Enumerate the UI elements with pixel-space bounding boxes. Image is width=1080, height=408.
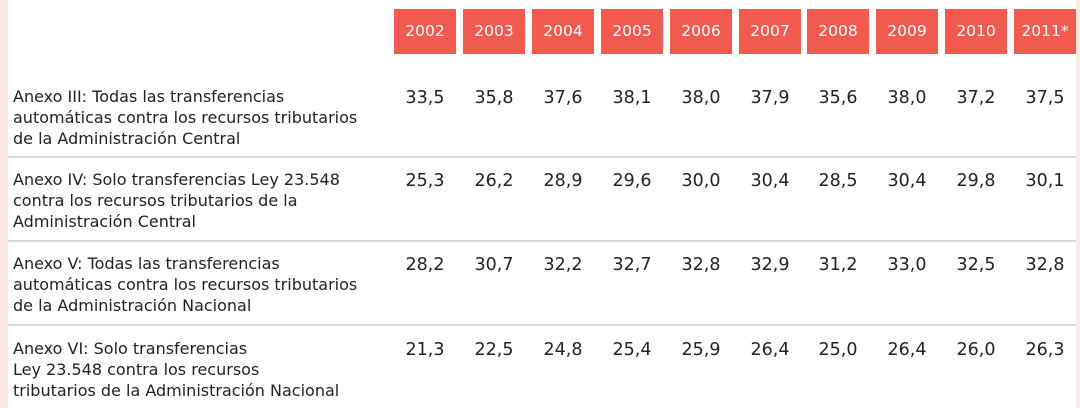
value-cell: 22,5: [474, 340, 514, 360]
value-cell: 25,0: [818, 340, 858, 360]
value-cell: 25,9: [681, 340, 721, 360]
year-header-2011-estimate: 2011*: [1014, 9, 1076, 54]
value-cell: 32,7: [612, 255, 652, 275]
value-cell: 26,3: [1025, 340, 1065, 360]
value-cell: 33,0: [887, 255, 927, 275]
value-cell: 30,0: [681, 171, 721, 191]
value-cell: 32,8: [1025, 255, 1065, 275]
row-label-line: Ley 23.548 contra los recursos: [13, 360, 260, 379]
value-cell: 29,8: [956, 171, 996, 191]
value-cell: 37,2: [956, 88, 996, 108]
value-cell: 38,0: [887, 88, 927, 108]
row-label-line: Anexo VI: Solo transferencias: [13, 339, 248, 358]
value-cell: 30,4: [750, 171, 790, 191]
year-header-2007: 2007: [739, 9, 801, 54]
value-cell: 30,1: [1025, 171, 1065, 191]
row-label: Anexo III: Todas las transferencias autom…: [13, 86, 373, 149]
value-cell: 28,5: [818, 171, 858, 191]
value-cell: 38,1: [612, 88, 652, 108]
year-header-2005: 2005: [601, 9, 663, 54]
table-header-row: 2002 2003 2004 2005 2006 2007 2008 2009 2010 2011…: [8, 0, 1076, 70]
row-divider: [8, 324, 1076, 326]
row-divider: [8, 156, 1076, 158]
value-cell: 38,0: [681, 88, 721, 108]
row-label: Anexo IV: Solo transferencias Ley 23.548…: [13, 169, 373, 232]
value-cell: 26,2: [474, 171, 514, 191]
value-cell: 25,3: [405, 171, 445, 191]
value-cell: 28,2: [405, 255, 445, 275]
value-cell: 35,8: [474, 88, 514, 108]
value-cell: 33,5: [405, 88, 445, 108]
row-label-line: Anexo IV: Solo transferencias Ley 23.548: [13, 170, 340, 189]
year-header-2002: 2002: [394, 9, 456, 54]
value-cell: 32,8: [681, 255, 721, 275]
row-label-line: automáticas contra los recursos tributar…: [13, 108, 358, 127]
value-cell: 26,4: [750, 340, 790, 360]
value-cell: 30,7: [474, 255, 514, 275]
value-cell: 25,4: [612, 340, 652, 360]
row-label-line: Administración Central: [13, 212, 196, 231]
row-label-line: Anexo III: Todas las transferencias: [13, 87, 285, 106]
year-header-2009: 2009: [876, 9, 938, 54]
value-cell: 32,2: [543, 255, 583, 275]
year-header-2010: 2010: [945, 9, 1007, 54]
value-cell: 37,6: [543, 88, 583, 108]
value-cell: 37,5: [1025, 88, 1065, 108]
year-header-2006: 2006: [670, 9, 732, 54]
year-header-2003: 2003: [463, 9, 525, 54]
row-label-line: contra los recursos tributarios de la: [13, 191, 298, 210]
value-cell: 37,9: [750, 88, 790, 108]
row-label: Anexo VI: Solo transferencias Ley 23.548 …: [13, 338, 373, 401]
row-label-line: tributarios de la Administración Naciona…: [13, 381, 340, 400]
row-label-line: de la Administración Nacional: [13, 296, 252, 315]
row-label-line: de la Administración Central: [13, 129, 241, 148]
value-cell: 31,2: [818, 255, 858, 275]
row-divider: [8, 240, 1076, 242]
value-cell: 28,9: [543, 171, 583, 191]
value-cell: 32,5: [956, 255, 996, 275]
data-table: 2002 2003 2004 2005 2006 2007 2008 2009 2010 2011…: [8, 0, 1076, 408]
value-cell: 26,4: [887, 340, 927, 360]
value-cell: 32,9: [750, 255, 790, 275]
value-cell: 29,6: [612, 171, 652, 191]
row-label-line: automáticas contra los recursos tributar…: [13, 275, 358, 294]
row-label: Anexo V: Todas las transferencias automát…: [13, 253, 373, 316]
row-label-line: Anexo V: Todas las transferencias: [13, 254, 280, 273]
value-cell: 24,8: [543, 340, 583, 360]
year-header-2004: 2004: [532, 9, 594, 54]
value-cell: 21,3: [405, 340, 445, 360]
year-header-2008: 2008: [807, 9, 869, 54]
value-cell: 26,0: [956, 340, 996, 360]
value-cell: 30,4: [887, 171, 927, 191]
value-cell: 35,6: [818, 88, 858, 108]
